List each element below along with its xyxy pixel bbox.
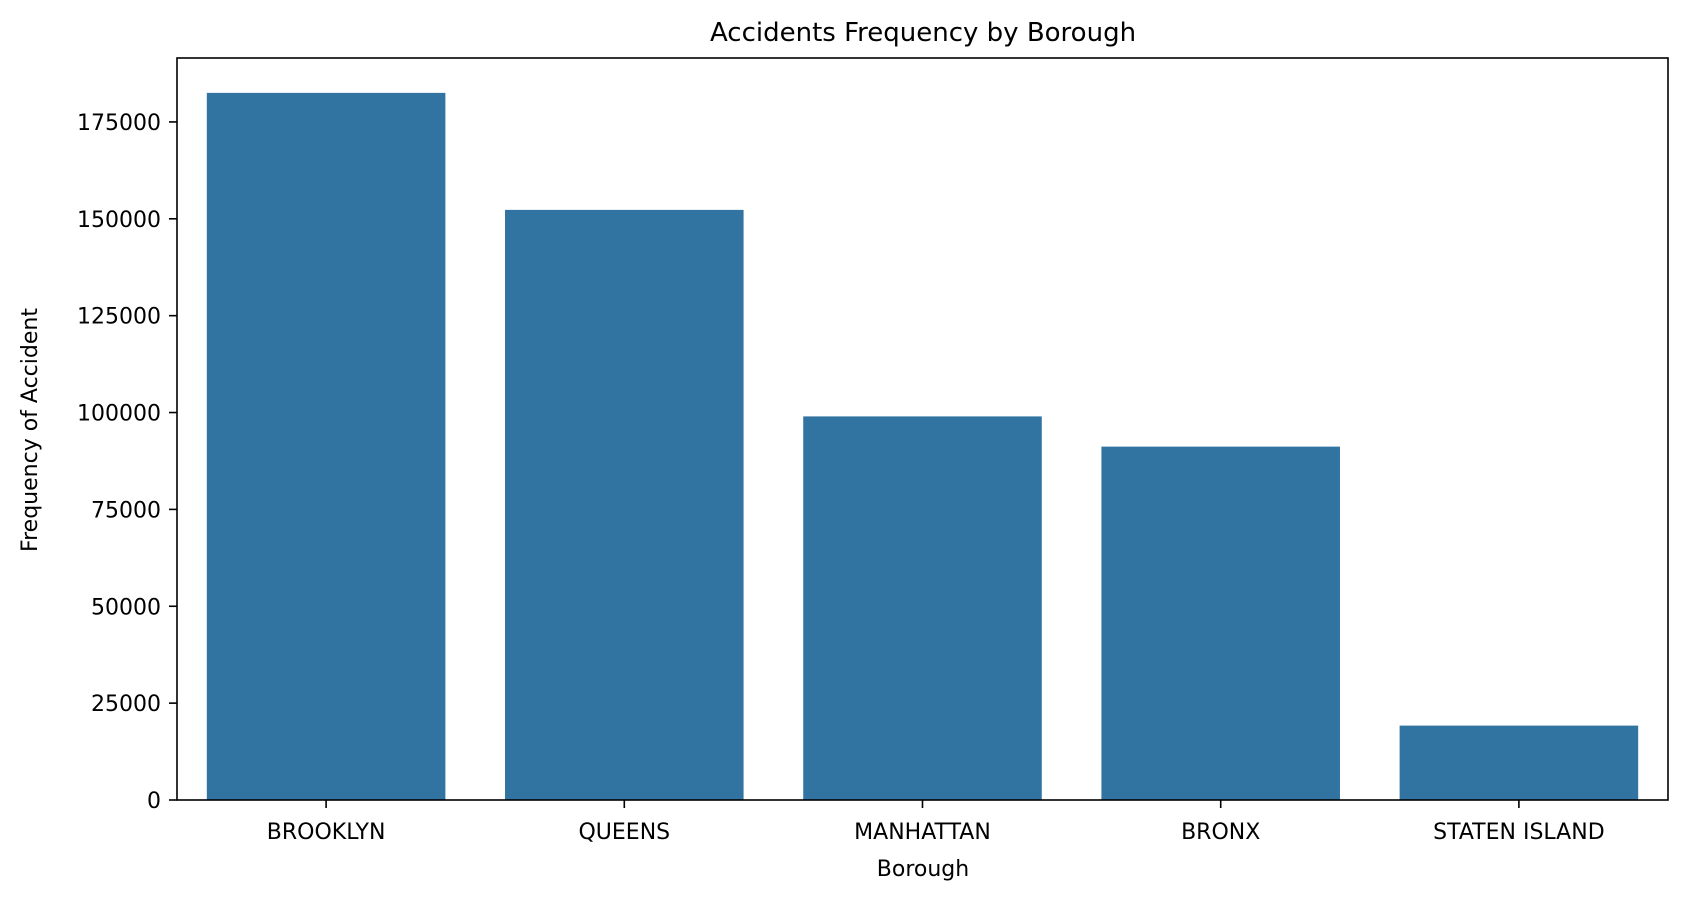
x-axis-label: Borough [877, 857, 969, 882]
plot-frame [176, 57, 1669, 801]
y-tick-label: 100000 [77, 402, 161, 427]
x-axis: BROOKLYN QUEENS MANHATTAN BRONX STATEN ISLAN… [267, 800, 1605, 845]
y-axis-label: Frequency of Accident [18, 308, 43, 552]
x-tick-label: STATEN ISLAND [1433, 820, 1605, 845]
bar-queens [505, 209, 744, 800]
y-tick-label: 50000 [91, 595, 161, 620]
bar-staten-island [1399, 725, 1639, 800]
bar-bronx [1101, 446, 1340, 800]
y-tick-label: 25000 [91, 692, 161, 717]
y-tick-label: 125000 [77, 305, 161, 330]
y-axis: 0 25000 50000 75000 100000 125000 150000 175000 [77, 111, 177, 814]
y-tick-label: 75000 [91, 498, 161, 523]
y-tick-label: 150000 [77, 208, 161, 233]
x-tick-label: MANHATTAN [854, 820, 991, 845]
plot-area [206, 92, 1639, 800]
x-tick-label: QUEENS [578, 820, 670, 845]
y-tick-label: 175000 [77, 111, 161, 136]
chart-title: Accidents Frequency by Borough [710, 18, 1136, 48]
x-tick-label: BRONX [1181, 820, 1260, 845]
y-tick-label: 0 [147, 789, 161, 814]
bar-manhattan [803, 416, 1042, 800]
bar-brooklyn [206, 92, 446, 800]
x-tick-label: BROOKLYN [267, 820, 386, 845]
